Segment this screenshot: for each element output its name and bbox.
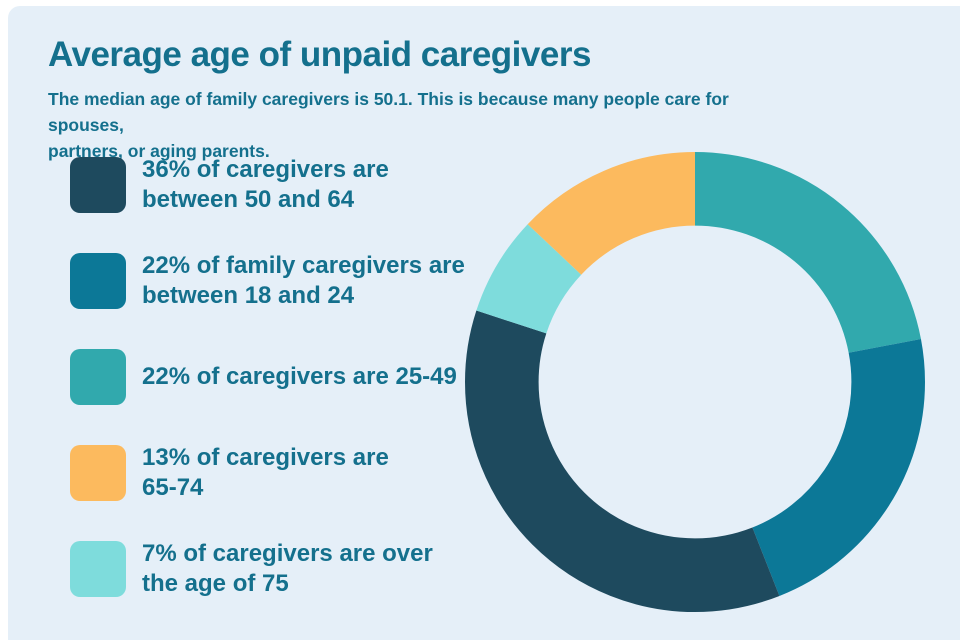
legend-item: 22% of family caregivers are between 18 …: [70, 252, 470, 310]
page-subtitle: The median age of family caregivers is 5…: [48, 89, 729, 161]
legend-swatch-65-74: [70, 445, 126, 501]
legend-label: 7% of caregivers are over the age of 75: [142, 540, 433, 597]
legend-item: 22% of caregivers are 25-49: [70, 348, 470, 406]
donut-slice: [465, 152, 925, 612]
donut-slices: [465, 152, 925, 612]
legend-swatch-18-24: [70, 253, 126, 309]
legend-item: 7% of caregivers are over the age of 75: [70, 540, 470, 598]
legend-label: 36% of caregivers are between 50 and 64: [142, 156, 389, 213]
legend-item: 13% of caregivers are 65-74: [70, 444, 470, 502]
legend-item: 36% of caregivers are between 50 and 64: [70, 156, 470, 214]
legend-label: 22% of family caregivers are between 18 …: [142, 252, 465, 309]
chart-legend: 36% of caregivers are between 50 and 64 …: [70, 156, 470, 636]
header: Average age of unpaid caregivers The med…: [48, 34, 808, 164]
legend-label: 13% of caregivers are 65-74: [142, 444, 389, 501]
legend-swatch-25-49: [70, 349, 126, 405]
donut-slice: [465, 152, 925, 612]
legend-swatch-over-75: [70, 541, 126, 597]
page-title: Average age of unpaid caregivers: [48, 35, 591, 74]
donut-chart: [465, 152, 925, 612]
donut-slice: [465, 152, 925, 612]
infographic-panel: Average age of unpaid caregivers The med…: [8, 6, 960, 640]
donut-chart-svg: [465, 152, 925, 612]
legend-label: 22% of caregivers are 25-49: [142, 363, 457, 390]
legend-swatch-50-64: [70, 157, 126, 213]
